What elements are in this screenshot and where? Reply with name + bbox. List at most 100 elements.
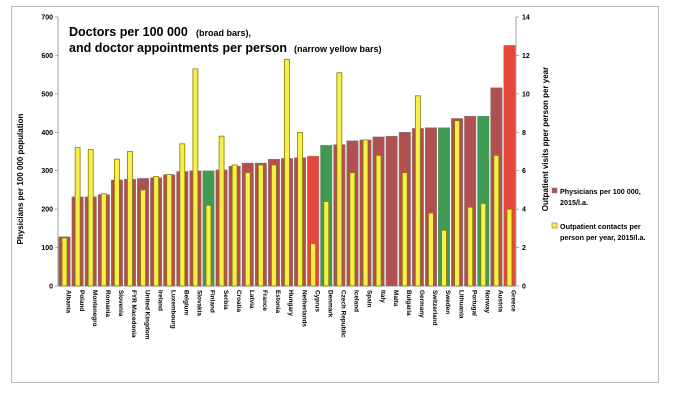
chart-title-line-1-note: (broad bars), xyxy=(196,28,251,38)
bar-outpatient-luxembourg xyxy=(166,174,173,287)
x-category-label: Croatia xyxy=(235,290,242,312)
x-category-label: Denmark xyxy=(326,290,333,318)
y-right-tick-label: 12 xyxy=(522,53,530,60)
y-left-tick-label: 500 xyxy=(41,91,53,98)
bar-outpatient-netherlands xyxy=(297,131,303,287)
bar-outpatient-cyprus xyxy=(310,243,317,287)
chart-frame: 0 100 200 300 400 500 600 700 0 2 4 6 8 10 12 14 Albania… xyxy=(11,6,659,383)
x-category-label: Portugal xyxy=(470,290,477,316)
legend-label-outpatient: Outpatient contacts per person per year, … xyxy=(560,222,646,242)
legend: Physicians per 100 000, 2015/l.a. Outpati… xyxy=(551,187,646,242)
bar-outpatient-denmark xyxy=(323,201,330,287)
y-left-tick-label: 200 xyxy=(41,207,53,214)
x-category-label: Sweden xyxy=(444,290,451,314)
y-right-tick-label: 8 xyxy=(522,130,526,137)
chart-title-line-2: and doctor appointments per person xyxy=(69,41,287,55)
bars-layer xyxy=(58,45,516,287)
x-category-label: United Kingdom xyxy=(143,290,150,340)
x-category-label: Slovakia xyxy=(196,290,203,316)
x-category-label: Lithuania xyxy=(457,290,464,319)
chart-title-line-1: Doctors per 100 000 xyxy=(69,25,188,39)
x-category-label: Malta xyxy=(392,290,399,307)
y-left-tick-label: 700 xyxy=(41,15,53,22)
bar-outpatient-croatia xyxy=(231,164,238,287)
bar-outpatient-finland xyxy=(205,204,212,287)
y-axis-right-label: Outpatient visits pper person per year xyxy=(541,67,550,211)
y-axis-left-label: Physicians per 100 000 population xyxy=(16,114,25,245)
x-category-label: Romania xyxy=(104,290,111,317)
x-category-label: Finland xyxy=(209,290,216,313)
x-category-label: FYR Macedonia xyxy=(130,290,137,338)
y-right-tick-label: 4 xyxy=(522,207,526,214)
x-category-label: Austria xyxy=(497,290,504,312)
x-category-label: Greece xyxy=(510,290,517,312)
y-right-tick-label: 10 xyxy=(522,91,530,98)
bar-outpatient-germany xyxy=(414,95,421,287)
x-category-label: Poland xyxy=(78,290,85,311)
x-category-label: Cyprus xyxy=(313,290,320,312)
bar-outpatient-portugal xyxy=(467,206,474,287)
x-category-label: Latvia xyxy=(248,290,255,309)
chart-svg: 0 100 200 300 400 500 600 700 0 2 4 6 8 10 12 14 Albania… xyxy=(16,15,646,340)
bar-outpatient-lithuania xyxy=(454,120,461,287)
x-category-label: Germany xyxy=(418,290,425,318)
y-left-tick-label: 400 xyxy=(41,130,53,137)
x-category-label: Albania xyxy=(65,290,72,314)
y-left-tick-label: 300 xyxy=(41,168,53,175)
x-category-label: Luxembourg xyxy=(169,290,176,329)
x-category-label: France xyxy=(261,290,268,311)
bar-physicians-malta xyxy=(385,135,398,287)
bar-outpatient-serbia xyxy=(218,135,225,287)
chart-title-line-2-note: (narrow yellow bars) xyxy=(294,44,382,54)
bar-outpatient-montenegro xyxy=(87,149,94,287)
bar-outpatient-fyr-macedonia xyxy=(127,151,133,287)
x-category-label: Serbia xyxy=(222,290,229,310)
x-category-label: Netherlands xyxy=(300,290,307,327)
y-left-tick-label: 100 xyxy=(41,245,53,252)
x-category-label: Norway xyxy=(483,290,490,314)
y-left-tick-label: 0 xyxy=(49,284,53,291)
x-category-label: Belgium xyxy=(183,290,190,316)
x-category-label: Iceland xyxy=(353,290,360,312)
x-category-label: Montenegro xyxy=(91,290,98,327)
bar-outpatient-france xyxy=(257,164,264,287)
bar-outpatient-spain xyxy=(362,139,369,287)
x-category-label: Slovenia xyxy=(117,290,124,317)
x-category-label: Ireland xyxy=(156,290,163,311)
x-category-label: Spain xyxy=(366,290,373,307)
x-category-label: Switzerland xyxy=(431,290,438,326)
y-right-tick-label: 14 xyxy=(522,15,530,22)
bar-outpatient-estonia xyxy=(271,164,277,287)
y-right-tick-label: 6 xyxy=(522,168,526,175)
x-category-label: Estonia xyxy=(274,290,281,314)
bar-outpatient-slovenia xyxy=(114,158,120,287)
bar-outpatient-bulgaria xyxy=(401,172,408,287)
bar-outpatient-greece xyxy=(506,208,513,287)
bar-outpatient-switzerland xyxy=(428,212,434,287)
bar-outpatient-belgium xyxy=(179,143,186,287)
bar-outpatient-austria xyxy=(493,154,500,287)
bar-outpatient-poland xyxy=(74,147,81,287)
bar-outpatient-norway xyxy=(480,202,487,287)
bar-outpatient-czech-republic xyxy=(336,72,343,287)
legend-label-physicians: Physicians per 100 000, 2015/l.a. xyxy=(560,187,641,207)
bar-outpatient-romania xyxy=(100,193,107,287)
bar-outpatient-albania xyxy=(61,237,68,287)
x-category-label: Bulgaria xyxy=(405,290,412,316)
bar-outpatient-ireland xyxy=(153,176,160,287)
labels-layer: 0 100 200 300 400 500 600 700 0 2 4 6 8 10 12 14 Albania… xyxy=(41,15,530,340)
x-category-label: Hungary xyxy=(287,290,294,316)
x-category-label: Czech Republic xyxy=(340,290,347,338)
bar-outpatient-sweden xyxy=(441,229,447,287)
bar-outpatient-united-kingdom xyxy=(140,189,146,287)
y-right-tick-label: 2 xyxy=(522,245,526,252)
bar-outpatient-iceland xyxy=(349,172,356,287)
bar-outpatient-italy xyxy=(375,154,382,287)
bar-outpatient-latvia xyxy=(244,172,251,287)
y-left-tick-label: 600 xyxy=(41,53,53,60)
bar-outpatient-hungary xyxy=(284,58,290,287)
y-right-tick-label: 0 xyxy=(522,284,526,291)
x-category-label: Italy xyxy=(379,290,386,303)
legend-swatch-physicians xyxy=(551,187,558,194)
bar-outpatient-slovakia xyxy=(192,68,199,287)
